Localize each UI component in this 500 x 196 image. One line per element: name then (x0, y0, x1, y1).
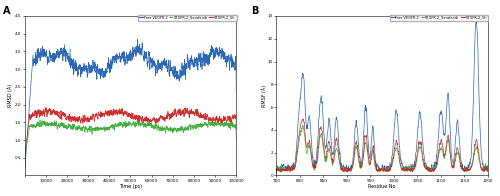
Text: B: B (251, 6, 258, 16)
Y-axis label: RMSD (Å): RMSD (Å) (8, 84, 14, 107)
X-axis label: Residue No.: Residue No. (368, 184, 396, 189)
X-axis label: Time (ps): Time (ps) (119, 184, 142, 189)
Legend: Free VEGFR-2, VEGFR-2_Sorafenib, VEGFR-2_5h: Free VEGFR-2, VEGFR-2_Sorafenib, VEGFR-2… (138, 15, 236, 21)
Y-axis label: RMSF (Å): RMSF (Å) (261, 85, 266, 107)
Text: A: A (4, 6, 11, 16)
Legend: Free VEGFR-2, VEGFR-2_Sorafenib, VEGFR-2_5h: Free VEGFR-2, VEGFR-2_Sorafenib, VEGFR-2… (390, 15, 488, 21)
